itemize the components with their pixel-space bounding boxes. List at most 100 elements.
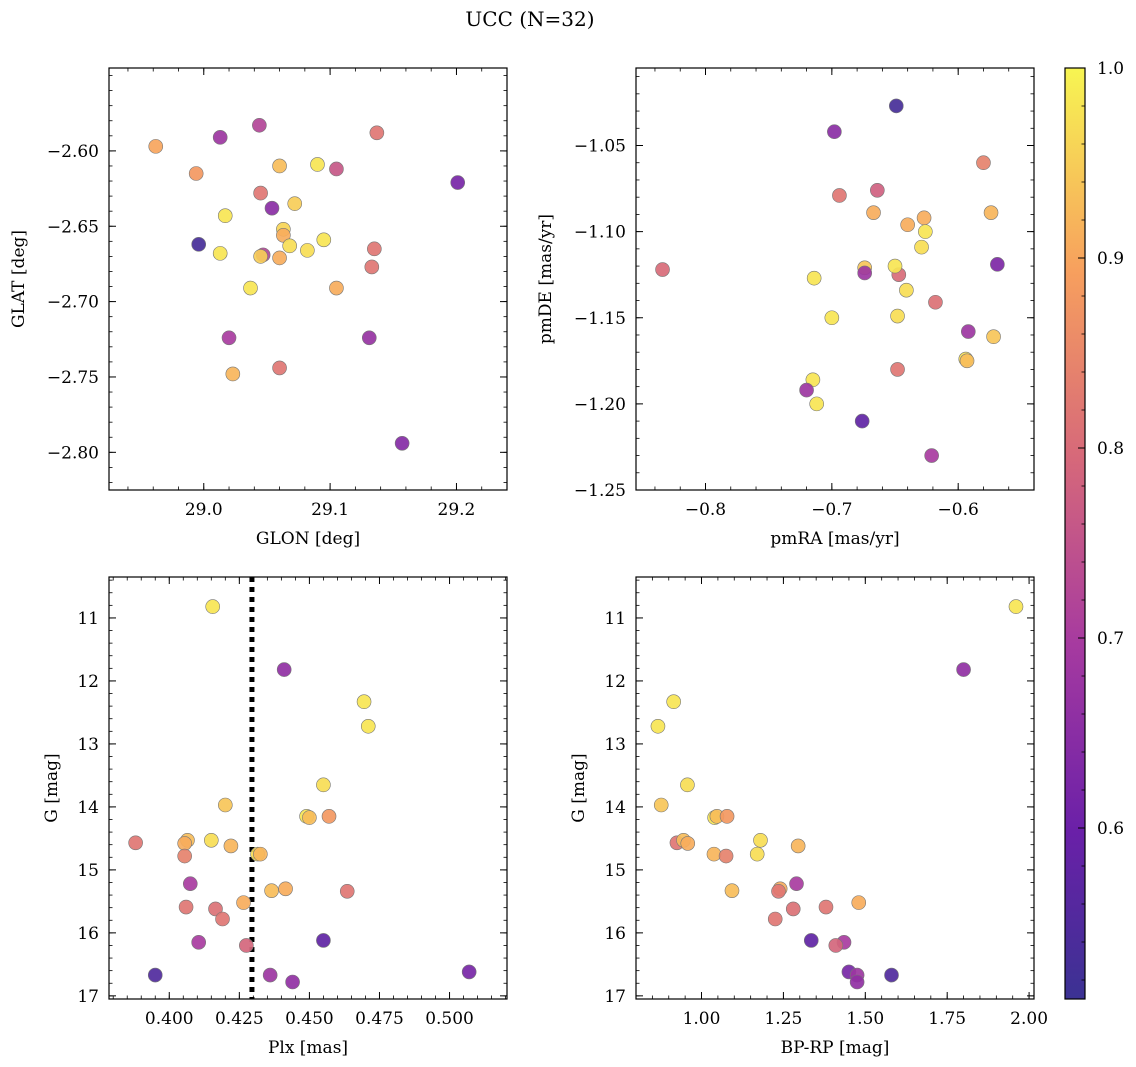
- scatter-point: [316, 933, 331, 948]
- scatter-point: [225, 366, 241, 382]
- scatter-point: [799, 382, 814, 398]
- colorbar-tick-label: 0.8: [1097, 439, 1124, 459]
- y-axis-label: pmDE [mas/yr]: [536, 214, 556, 344]
- scatter-point: [215, 911, 230, 927]
- scatter-point: [212, 246, 228, 261]
- scatter-point: [128, 835, 143, 851]
- scatter-point: [285, 974, 300, 990]
- scatter-point: [218, 797, 233, 813]
- scatter-point: [339, 883, 355, 899]
- scatter-point: [680, 836, 696, 851]
- scatter-point: [789, 876, 804, 892]
- y-tick-label: −1.20: [574, 395, 626, 415]
- y-tick-label: 14: [604, 798, 626, 818]
- x-tick-label: −0.6: [938, 500, 979, 520]
- scatter-point: [278, 881, 293, 897]
- scatter-point: [191, 237, 207, 252]
- scatter-point: [276, 662, 292, 677]
- scatter-point: [990, 257, 1005, 272]
- scatter-point: [832, 188, 847, 203]
- scatter-point: [818, 899, 834, 915]
- plot-frame: [635, 67, 1035, 491]
- scatter-point: [262, 967, 278, 983]
- colorbar-tick-label: 0.7: [1097, 629, 1124, 649]
- x-tick-label: 29.1: [311, 500, 349, 520]
- x-axis-label: pmRA [mas/yr]: [770, 529, 899, 549]
- colorbar-tick-label: 0.9: [1097, 249, 1124, 269]
- scatter-point: [253, 846, 268, 862]
- scatter-point: [188, 166, 204, 181]
- scatter-point: [461, 964, 477, 980]
- colorbar-tick-label: 0.6: [1097, 819, 1124, 839]
- x-tick-label: 29.2: [438, 500, 476, 520]
- figure-title: UCC (N=32): [465, 7, 594, 31]
- scatter-point: [887, 258, 903, 274]
- x-tick-label: 0.425: [215, 1009, 264, 1029]
- scatter-point: [243, 280, 258, 296]
- y-tick-label: −2.70: [47, 293, 99, 313]
- scatter-point: [854, 413, 870, 429]
- scatter-point: [890, 362, 905, 377]
- scatter-point: [191, 935, 206, 950]
- scatter-point: [217, 208, 233, 223]
- scatter-point: [806, 270, 822, 286]
- y-tick-label: 13: [604, 735, 626, 755]
- y-tick-label: 16: [604, 924, 626, 944]
- scatter-point: [753, 832, 768, 848]
- scatter-point: [650, 718, 666, 734]
- scatter-point: [899, 282, 914, 298]
- x-tick-label: 2.00: [1010, 1009, 1048, 1029]
- scatter-point: [960, 324, 976, 339]
- scatter-panel-4: 1.00 1.25 1.50 1.75 2.00 11 12 13 14 15 16 17 BP-RP …: [569, 576, 1048, 1058]
- scatter-point: [803, 933, 819, 948]
- scatter-point: [282, 238, 297, 254]
- scatter-point: [221, 330, 237, 346]
- y-axis-label: G [mag]: [42, 753, 62, 822]
- scatter-point: [272, 360, 287, 376]
- y-tick-label: 11: [604, 609, 626, 629]
- scatter-point: [986, 329, 1001, 345]
- x-tick-label: 1.75: [928, 1009, 966, 1029]
- scatter-point: [356, 694, 372, 710]
- scatter-panel-1: 29.0 29.1 29.2 −2.60 −2.65 −2.70 −2.75 −2.80 GLO…: [9, 67, 508, 549]
- y-tick-label: 11: [77, 609, 99, 629]
- y-tick-label: −1.25: [574, 481, 626, 501]
- scatter-point: [914, 239, 929, 255]
- scatter-point: [888, 98, 904, 114]
- x-tick-label: 1.00: [683, 1009, 721, 1029]
- scatter-point: [924, 448, 939, 463]
- scatter-point: [706, 846, 722, 862]
- x-tick-label: 1.50: [846, 1009, 884, 1029]
- scatter-point: [253, 249, 268, 264]
- scatter-point: [300, 243, 315, 258]
- scatter-point: [364, 259, 380, 275]
- plot-frame: [108, 67, 508, 491]
- y-tick-label: 14: [77, 798, 99, 818]
- y-tick-label: 12: [604, 672, 626, 692]
- scatter-point: [239, 938, 254, 953]
- scatter-point: [790, 838, 806, 854]
- y-axis-label: G [mag]: [569, 753, 589, 822]
- y-tick-label: 16: [77, 924, 99, 944]
- y-tick-label: 13: [77, 735, 99, 755]
- scatter-point: [827, 124, 842, 140]
- scatter-point: [976, 155, 991, 171]
- scatter-point: [329, 280, 344, 296]
- scatter-point: [369, 125, 385, 141]
- scatter-point: [177, 848, 192, 864]
- y-tick-label: 15: [604, 861, 626, 881]
- plot-frame: [635, 576, 1035, 1000]
- scatter-point: [272, 250, 287, 266]
- scatter-point: [212, 130, 228, 145]
- scatter-point: [916, 210, 932, 226]
- scatter-point: [890, 308, 905, 324]
- scatter-point: [182, 876, 198, 892]
- scatter-point: [1008, 599, 1024, 614]
- scatter-point: [302, 810, 317, 825]
- colorbar-tick-label: 1.0: [1097, 59, 1124, 79]
- y-tick-label: −1.15: [574, 309, 626, 329]
- scatter-point: [148, 139, 164, 154]
- scatter-point: [236, 895, 251, 910]
- scatter-point: [316, 777, 331, 793]
- x-axis-label: GLON [deg]: [256, 529, 360, 549]
